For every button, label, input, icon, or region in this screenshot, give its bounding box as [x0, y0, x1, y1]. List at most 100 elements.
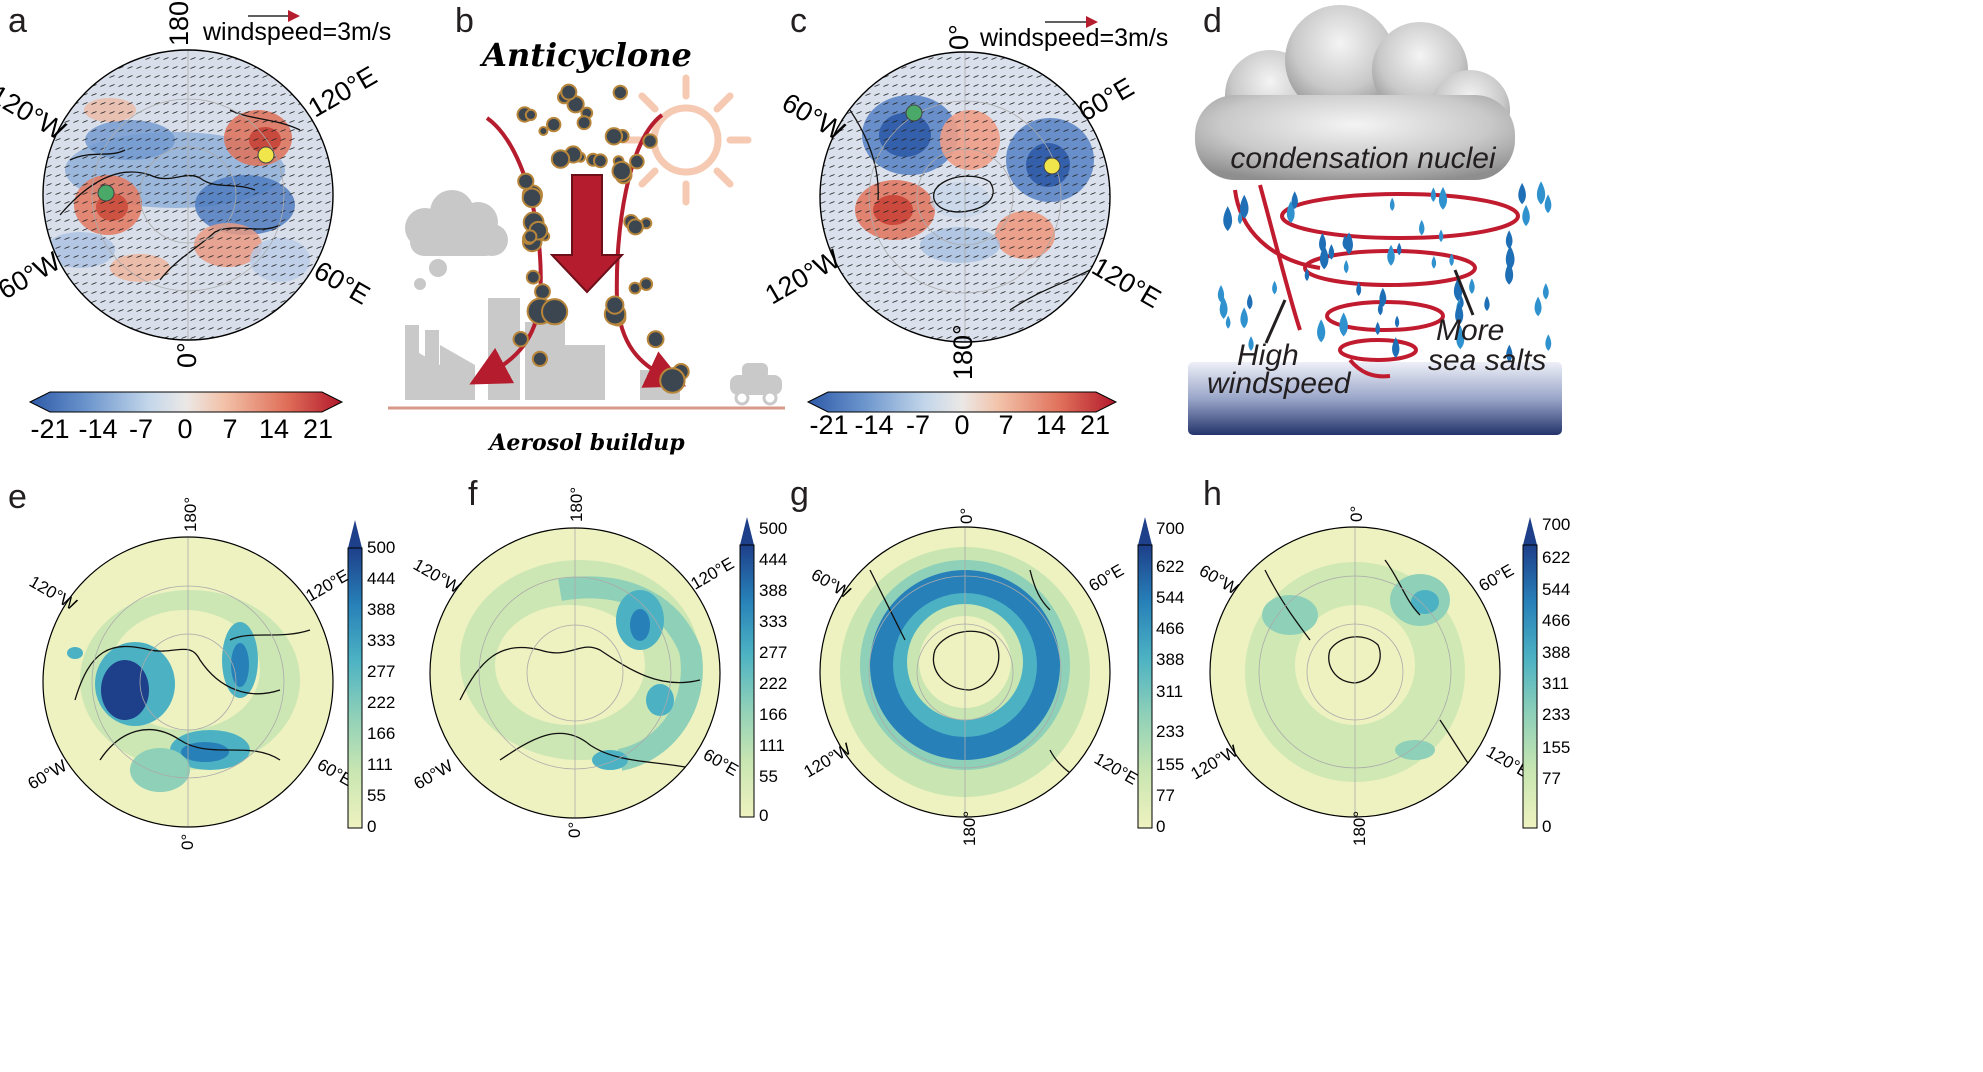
droplet [1518, 182, 1526, 205]
droplet [1506, 344, 1513, 363]
aerosol-particle [523, 229, 538, 244]
cb-f-tick: 166 [759, 705, 787, 724]
cloud-icon [405, 190, 508, 290]
aerosol-particle [524, 108, 538, 122]
droplet [1505, 230, 1513, 249]
aerosol-particle [626, 218, 644, 236]
lon-top-e: 180° [181, 497, 200, 532]
droplet [1542, 283, 1549, 300]
map-c-frame [819, 51, 1111, 343]
green-marker-icon [97, 184, 115, 202]
map-e-field [43, 537, 333, 827]
droplet [1217, 285, 1225, 303]
city-silhouette-icon [405, 298, 782, 406]
droplet [1375, 321, 1381, 335]
cb-e-tick: 333 [367, 631, 395, 650]
lon-ur-h: 60°E [1476, 560, 1518, 595]
droplet [1522, 204, 1530, 227]
cb-g-tick: 311 [1156, 682, 1183, 701]
cb-h-tick: 622 [1542, 548, 1570, 567]
aerosol-particle [521, 187, 543, 209]
map-f-field [430, 528, 720, 818]
cb-g-tick: 544 [1156, 588, 1184, 607]
droplet [1534, 296, 1542, 317]
droplet [1240, 307, 1248, 329]
droplet [1304, 268, 1310, 281]
droplet [1342, 235, 1348, 250]
aerosol-particle [560, 83, 578, 101]
cb-h-tick: 0 [1542, 817, 1551, 836]
map-g-frame [819, 526, 1111, 818]
cb-f-tick: 333 [759, 612, 787, 631]
lon-lr-f: 60°E [700, 745, 742, 780]
droplet [1396, 242, 1402, 256]
cb-e-tick: 111 [367, 755, 393, 774]
lon-lr-c: 120°E [1087, 251, 1166, 314]
droplet [1394, 315, 1400, 328]
cb-a-tick: -14 [78, 414, 117, 444]
colorbar-e-ticks: 500 444 388 333 277 222 166 111 55 0 [367, 538, 395, 836]
leader-more [1453, 269, 1475, 316]
cb-f-tick: 388 [759, 581, 787, 600]
map-c-field [820, 52, 1110, 342]
cb-g-tick: 466 [1156, 619, 1184, 638]
droplet [1438, 229, 1444, 243]
aerosol-caption: Aerosol buildup [487, 430, 685, 456]
panel-label-h: h [1203, 475, 1222, 513]
lon-ll-e: 60°W [25, 756, 71, 793]
cb-c-tick: -21 [809, 410, 848, 440]
yellow-marker-icon [257, 146, 275, 164]
colorbar-f-ticks: 500 444 388 333 277 222 166 111 55 0 [759, 519, 787, 825]
lon-ul-c: 60°W [777, 87, 850, 146]
lon-ur-a: 120°E [303, 60, 382, 123]
aerosol-particle [605, 295, 625, 315]
aerosol-particles [512, 83, 690, 394]
aerosol-particle [517, 172, 535, 190]
lon-ur-e: 120°E [303, 566, 353, 606]
sea-salts-label: sea salts [1428, 344, 1546, 377]
yellow-marker-icon [1043, 157, 1061, 175]
cb-g-tick: 388 [1156, 650, 1184, 669]
lon-bottom-e: 0° [178, 834, 197, 850]
droplet [1431, 255, 1437, 269]
droplet [1536, 181, 1546, 205]
windspeed-a: windspeed=3m/s [202, 18, 391, 46]
cb-g-tick: 700 [1156, 519, 1184, 538]
map-g-field [820, 527, 1110, 817]
panel-label-a: a [8, 2, 27, 40]
droplet [1343, 259, 1349, 274]
droplet [1389, 197, 1395, 211]
cb-e-tick: 444 [367, 569, 395, 588]
lon-top-a: 180° [164, 0, 194, 46]
droplet [1223, 206, 1233, 232]
aerosol-particle [611, 160, 632, 182]
droplet [1544, 194, 1552, 214]
map-e-frame [42, 536, 334, 828]
colorbar-h-ticks: 700 622 544 466 388 311 233 155 77 0 [1542, 515, 1570, 836]
cb-f-tick: 500 [759, 519, 787, 538]
aerosol-particle [639, 277, 654, 292]
leader-high [1264, 299, 1287, 344]
lon-ll-f: 60°W [411, 756, 457, 793]
cb-a-tick: 0 [177, 414, 192, 444]
cb-e-tick: 388 [367, 600, 395, 619]
aerosol-particle [534, 283, 551, 301]
panel-label-g: g [790, 475, 809, 513]
cb-g-tick: 233 [1156, 722, 1184, 741]
cb-a-tick: 7 [222, 414, 237, 444]
aerosol-particle [512, 331, 529, 348]
lon-lr-g: 120°E [1091, 749, 1141, 789]
cb-g-tick: 0 [1156, 817, 1165, 836]
colorbar-e [347, 547, 363, 829]
droplet [1469, 278, 1475, 294]
aerosol-particle [550, 149, 571, 169]
aerosol-particle [604, 127, 624, 146]
high-label: High [1237, 339, 1299, 372]
cb-f-tick: 222 [759, 674, 787, 693]
colorbar-a-ticks: -21 -14 -7 0 7 14 21 [30, 414, 333, 444]
panel-d: d condensation nuclei High windspeed Mor… [1188, 2, 1562, 435]
map-a-frame [42, 49, 334, 341]
cb-e-tick: 166 [367, 724, 395, 743]
droplet [1219, 296, 1228, 319]
